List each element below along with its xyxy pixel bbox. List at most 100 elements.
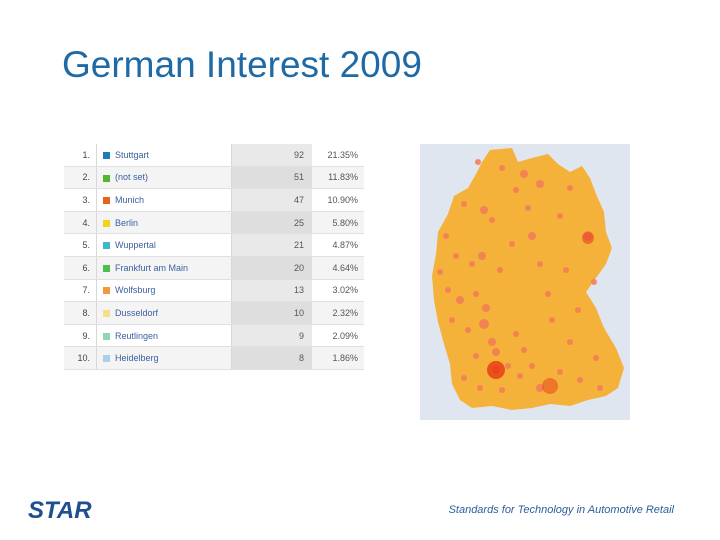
row-rank: 9.: [64, 324, 97, 348]
visitor-hotspot: [582, 232, 594, 244]
city-name: Reutlingen: [115, 330, 159, 341]
visitor-dot: [469, 261, 475, 267]
slide-title: German Interest 2009: [62, 44, 422, 85]
visitor-hotspot: [492, 366, 500, 374]
visitor-dot: [557, 213, 563, 219]
visitor-dot: [567, 339, 573, 345]
visitor-dot: [528, 232, 536, 240]
row-rank: 1.: [64, 144, 97, 167]
visitor-dot: [505, 363, 511, 369]
row-rank: 2.: [64, 166, 97, 190]
visitor-dot: [593, 355, 599, 361]
visitor-dot: [492, 348, 500, 356]
visitor-dot: [509, 241, 515, 247]
row-percent: 11.83%: [312, 166, 364, 190]
color-swatch-icon: [103, 332, 110, 340]
table-row: 5. Wuppertal 21 4.87%: [64, 233, 364, 257]
row-city: Munich: [96, 188, 232, 212]
table-row: 7. Wolfsburg 13 3.02%: [64, 279, 364, 303]
city-name: Berlin: [115, 217, 139, 228]
table-row: 10. Heidelberg 8 1.86%: [64, 346, 364, 370]
visitor-dot: [453, 253, 459, 259]
row-visits: 10: [231, 301, 312, 325]
city-name: Stuttgart: [115, 149, 150, 160]
star-logo-text: STAR: [28, 497, 92, 523]
visitor-dot: [482, 304, 490, 312]
table-row: 6. Frankfurt am Main 20 4.64%: [64, 256, 364, 280]
row-visits: 21: [231, 233, 312, 257]
visitor-dots: [437, 159, 603, 394]
table-row: 8. Dusseldorf 10 2.32%: [64, 301, 364, 325]
visitor-dot: [499, 165, 505, 171]
row-visits: 20: [231, 256, 312, 280]
visitor-dot: [549, 317, 555, 323]
visitor-dot: [456, 296, 464, 304]
row-visits: 8: [231, 346, 312, 370]
visitor-dot: [478, 252, 486, 260]
table-row: 4. Berlin 25 5.80%: [64, 211, 364, 235]
row-percent: 10.90%: [312, 188, 364, 212]
row-visits: 47: [231, 188, 312, 212]
row-visits: 9: [231, 324, 312, 348]
color-swatch-icon: [103, 197, 110, 205]
table-row: 3. Munich 47 10.90%: [64, 188, 364, 212]
visitor-dot: [517, 373, 523, 379]
city-name: Wuppertal: [115, 240, 156, 251]
row-percent: 4.64%: [312, 256, 364, 280]
visitor-dot: [520, 170, 528, 178]
row-percent: 2.32%: [312, 301, 364, 325]
city-name: (not set): [115, 172, 149, 183]
color-swatch-icon: [103, 151, 110, 159]
star-logo: STAR: [28, 497, 92, 523]
visitor-dot: [545, 291, 551, 297]
row-city: Heidelberg: [96, 346, 232, 370]
city-visits-table: 1. Stuttgart 92 21.35% 2. (not set) 51 11.83% 3.…: [64, 144, 364, 370]
row-visits: 51: [231, 166, 312, 190]
visitor-dot: [443, 233, 449, 239]
row-city: Berlin: [96, 211, 232, 235]
visitor-dot: [449, 317, 455, 323]
row-rank: 4.: [64, 211, 97, 235]
visitor-dot: [497, 267, 503, 273]
visitor-dot: [489, 217, 495, 223]
visitor-dot: [445, 287, 451, 293]
row-city: Dusseldorf: [96, 301, 232, 325]
row-rank: 5.: [64, 233, 97, 257]
table-row: 2. (not set) 51 11.83%: [64, 166, 364, 190]
row-visits: 25: [231, 211, 312, 235]
visitor-dot: [521, 347, 527, 353]
visitor-dot: [461, 375, 467, 381]
table-row: 9. Reutlingen 9 2.09%: [64, 324, 364, 348]
color-swatch-icon: [103, 310, 110, 318]
visitor-dot: [488, 338, 496, 346]
row-visits: 13: [231, 279, 312, 303]
visitor-dot: [529, 363, 535, 369]
visitor-hotspot: [542, 378, 558, 394]
germany-map: [420, 144, 630, 420]
visitor-dot: [575, 307, 581, 313]
row-percent: 4.87%: [312, 233, 364, 257]
city-name: Munich: [115, 194, 145, 205]
row-city: (not set): [96, 166, 232, 190]
footer-tagline: Standards for Technology in Automotive R…: [448, 504, 674, 516]
visitor-dot: [513, 187, 519, 193]
visitor-dot: [597, 385, 603, 391]
city-name: Frankfurt am Main: [115, 262, 189, 273]
visitor-dot: [537, 261, 543, 267]
row-city: Wolfsburg: [96, 279, 232, 303]
row-rank: 8.: [64, 301, 97, 325]
visitor-dot: [557, 369, 563, 375]
color-swatch-icon: [103, 219, 110, 227]
table-row: 1. Stuttgart 92 21.35%: [64, 144, 364, 167]
germany-shape: [432, 148, 624, 410]
visitor-dot: [465, 327, 471, 333]
row-city: Reutlingen: [96, 324, 232, 348]
color-swatch-icon: [103, 287, 110, 295]
visitor-dot: [563, 267, 569, 273]
visitor-dot: [525, 205, 531, 211]
visitor-dot: [475, 159, 481, 165]
row-city: Stuttgart: [96, 144, 232, 167]
city-name: Heidelberg: [115, 353, 159, 364]
row-visits: 92: [231, 144, 312, 167]
visitor-dot: [499, 387, 505, 393]
